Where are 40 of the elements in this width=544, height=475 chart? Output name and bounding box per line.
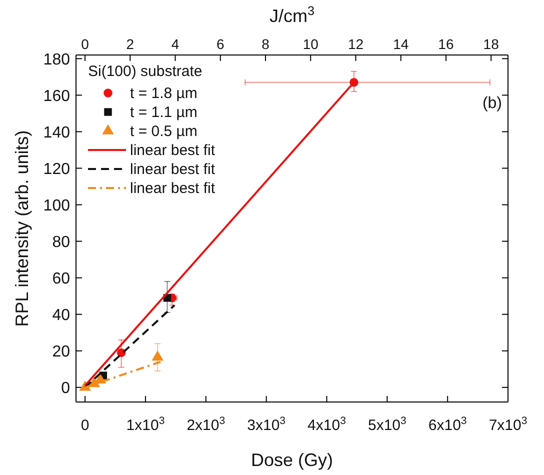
x2-axis-title: J/cm$^{3}$: [269, 4, 315, 26]
x-tick-label: 4x10$^{3}$: [308, 415, 346, 434]
x2-tick-label: 18: [483, 36, 500, 52]
y-tick-label: 100: [43, 197, 70, 214]
x-axis-title: Dose (Gy): [250, 450, 334, 470]
y-tick-label: 120: [43, 160, 70, 178]
y-tick-label: 0: [61, 380, 70, 397]
y-tick-label: 60: [52, 270, 70, 288]
annotation: (b): [482, 95, 502, 112]
legend-label: linear best fit: [130, 142, 216, 159]
x2-tick-label: 10: [302, 36, 319, 52]
x-tick-label: 0: [80, 417, 90, 434]
x-tick-label: 5x10$^{3}$: [368, 415, 407, 434]
x2-tick-label: 8: [262, 36, 270, 52]
x2-tick-label: 16: [438, 36, 454, 52]
x2-tick-label: 14: [393, 36, 409, 52]
x2-tick-label: 0: [81, 36, 90, 52]
y-tick-label: 20: [52, 343, 70, 360]
legend-label: t = 1.8 µm: [130, 85, 198, 102]
x2-tick-label: 4: [171, 36, 180, 52]
x2-tick-label: 12: [348, 36, 364, 52]
point: [152, 350, 164, 361]
x-tick-label: 1x10$^{3}$: [126, 415, 165, 434]
y-tick-label: 160: [43, 88, 70, 105]
y-tick-label: 180: [43, 51, 70, 68]
x2-tick-label: 6: [216, 36, 224, 52]
legend-label: linear best fit: [130, 180, 216, 197]
x-tick-label: 3x10$^{3}$: [247, 415, 286, 434]
x-tick-label: 6x10$^{3}$: [428, 415, 467, 434]
legend-label: t = 0.5 µm: [130, 123, 198, 140]
y-tick-label: 40: [52, 306, 70, 324]
y-tick-label: 140: [43, 124, 70, 142]
x2-tick-label: 2: [126, 36, 134, 52]
x-tick-label: 2x10$^{3}$: [186, 415, 226, 434]
legend-label: t = 1.1 µm: [130, 104, 198, 121]
y-axis-title: RPL intensity (arb. units): [12, 130, 32, 327]
legend-label: linear best fit: [130, 161, 216, 178]
y-tick-label: 80: [52, 234, 70, 251]
legend-title: Si(100) substrate: [88, 63, 202, 80]
x-tick-label: 7x10$^{3}$: [488, 415, 528, 434]
